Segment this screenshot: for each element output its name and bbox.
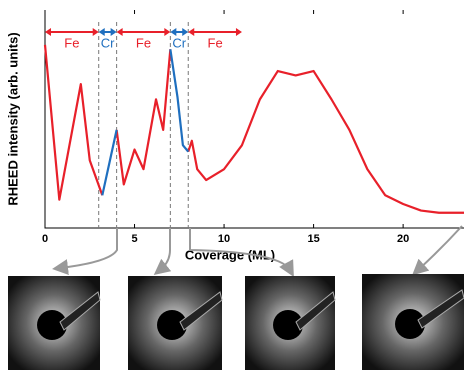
- rheed-image: [245, 276, 335, 370]
- region-label: Fe: [208, 35, 223, 50]
- arrow: [60, 228, 117, 268]
- y-axis-label: RHEED intensity (arb. units): [5, 32, 20, 205]
- axes: 0 5 10 15 20 Fe Cr Fe Cr Fe: [42, 10, 464, 245]
- region-label: Cr: [172, 35, 186, 50]
- x-tick-label: 20: [397, 233, 409, 245]
- x-tick-label: 5: [131, 233, 137, 245]
- region-label: Cr: [101, 35, 115, 50]
- x-tick-label: 15: [307, 233, 319, 245]
- data-line: [102, 49, 188, 195]
- figure: 05101520FeCrFeCrFe Coverage (ML) RHEED i…: [0, 0, 464, 374]
- x-tick-label: 10: [218, 233, 230, 245]
- arrow: [418, 226, 462, 270]
- rheed-image: [8, 276, 100, 370]
- region-label: Fe: [64, 35, 79, 50]
- rheed-image: [128, 276, 222, 370]
- rheed-images: [8, 274, 464, 370]
- rheed-image: [362, 274, 464, 370]
- region-label: Fe: [136, 35, 151, 50]
- arrow: [160, 228, 170, 270]
- x-tick-label: 0: [42, 233, 48, 245]
- data-line: [45, 45, 464, 213]
